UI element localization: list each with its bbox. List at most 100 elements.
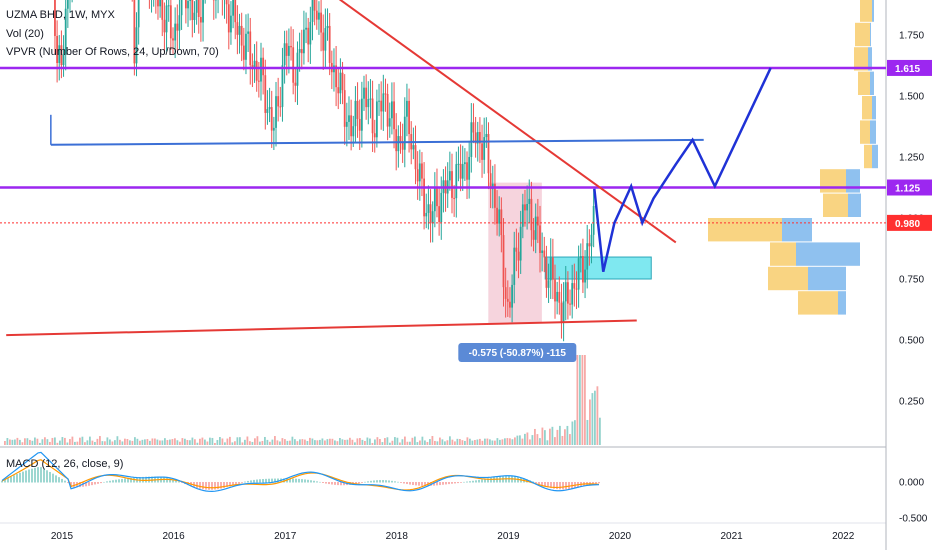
volume-bar [486,438,489,445]
candle-body [262,57,265,76]
candle-body [592,205,595,235]
vpvr-up-bar [838,291,846,315]
macd-histogram-bar [538,482,540,485]
macd-histogram-bar [409,482,411,485]
macd-histogram-bar [256,479,258,483]
y-tick-label: 1.250 [899,153,924,164]
macd-histogram-bar [544,482,546,487]
macd-histogram-bar [169,478,171,483]
macd-histogram-bar [22,471,24,483]
volume-bar [341,439,344,445]
macd-histogram-bar [247,480,249,483]
macd-histogram-bar [442,482,444,485]
volume-bar [311,438,314,445]
volume-bar [474,439,476,445]
macd-histogram-bar [445,482,447,485]
volume-bar [199,438,201,445]
candle-body [517,251,520,261]
descending-trendline [338,0,677,244]
macd-line [1,451,600,492]
candle-body [375,101,378,138]
volume-bar [249,441,251,445]
macd-histogram-bar [484,478,486,483]
macd-histogram-bar [331,482,333,485]
volume-bar [531,435,534,445]
volume-bar [476,439,479,445]
volume-bar [576,355,579,445]
volume-bar [286,440,289,445]
volume-bar [434,440,436,445]
volume-bar [384,438,386,445]
macd-histogram-bar [451,482,453,484]
volume-bar [186,439,189,445]
candle-body [380,100,383,112]
candle-body [412,145,415,150]
macd-histogram-bar [460,482,462,483]
candle-body [483,137,486,160]
volume-bar [581,355,584,445]
volume-bar [481,440,484,445]
y-tick-label: 0.750 [899,275,924,286]
volume-bar [146,439,149,445]
volume-bar [114,440,116,445]
volume-bar [556,429,559,445]
candle-body [513,247,516,285]
x-tick-label: 2016 [162,531,185,542]
macd-histogram-bar [79,482,81,488]
volume-bar [24,438,26,445]
volume-bar [579,355,581,445]
candle-body [440,192,443,223]
candle-body [431,211,434,224]
y-tick-label: 1.750 [899,31,924,42]
volume-bar [149,440,151,445]
candle-body [560,302,563,322]
candle-body [199,17,202,23]
volume-bar [61,437,64,445]
candle-body [227,4,230,33]
macd-histogram-bar [304,479,306,483]
vpvr-down-bar [708,218,782,242]
volume-bar [439,437,441,445]
macd-histogram-bar [7,478,9,483]
volume-bar [361,439,364,445]
volume-bar [54,437,56,445]
macd-histogram-bar [490,477,492,483]
volume-bar [26,438,29,445]
vpvr-down-bar [860,0,872,22]
volume-bar [534,428,536,445]
macd-histogram-bar [106,481,108,483]
macd-histogram-bar [322,482,324,483]
volume-bar [376,437,379,445]
volume-bar [116,436,119,445]
volume-bar [401,439,404,445]
volume-bar [34,437,36,445]
volume-bar [464,440,466,445]
macd-histogram-bar [178,481,180,483]
macd-histogram-bar [421,482,423,486]
macd-histogram-bar [487,478,489,483]
macd-histogram-bar [145,476,147,483]
macd-histogram-bar [259,479,261,483]
macd-histogram-bar [367,481,369,483]
volume-bar [316,440,319,445]
volume-bar [154,438,156,445]
candle-body [236,22,239,35]
candle-body [296,52,299,86]
candle-body [459,163,462,179]
volume-bar [46,439,49,445]
volume-bar [111,441,114,445]
candle-body [414,145,417,170]
candle-body [189,0,192,1]
candle-body [571,283,574,305]
volume-bar [281,438,284,445]
macd-histogram-bar [553,482,555,489]
candle-body [163,19,166,33]
macd-histogram-bar [355,482,357,484]
volume-bar [231,442,234,445]
candle-body [324,28,327,51]
macd-histogram-bar [475,480,477,483]
volume-bar [494,440,496,445]
volume-bar [331,438,334,445]
candle-body [481,143,483,160]
